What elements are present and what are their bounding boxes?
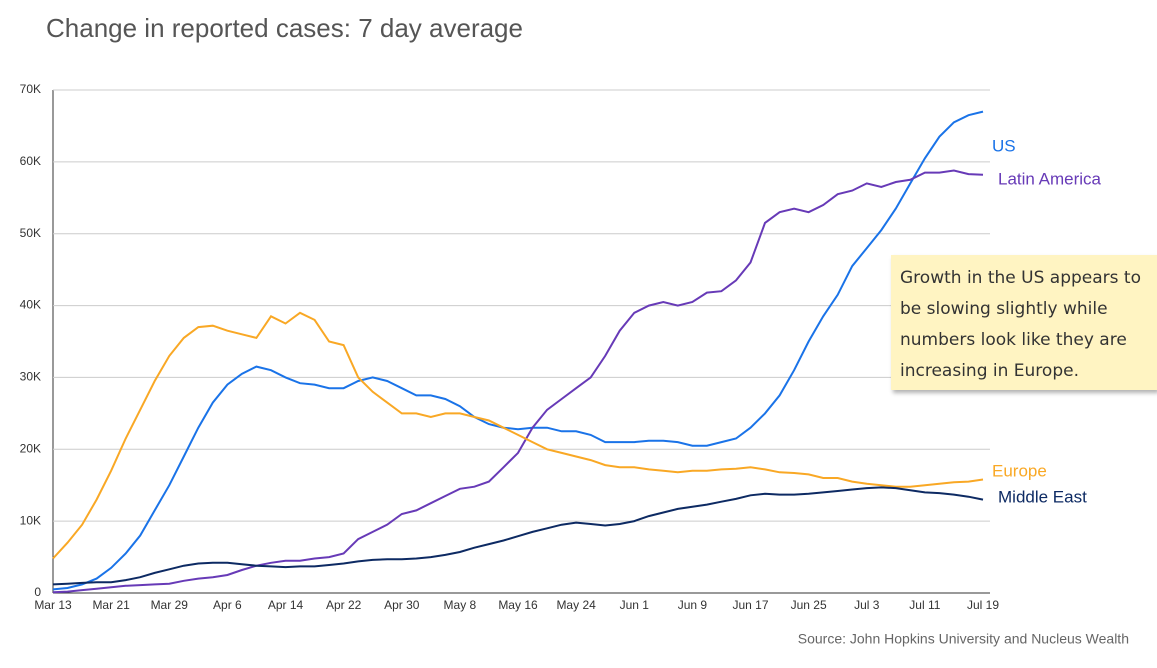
series-line bbox=[52, 311, 984, 560]
series-label: Middle East bbox=[998, 487, 1087, 506]
x-tick-label: Jul 11 bbox=[909, 598, 940, 612]
x-tick-label: Apr 22 bbox=[326, 598, 362, 612]
series-label: US bbox=[992, 136, 1016, 155]
x-tick-label: Mar 13 bbox=[34, 598, 72, 612]
y-tick-label: 10K bbox=[20, 513, 41, 527]
annotation: Growth in the US appears to be slowing s… bbox=[891, 255, 1157, 390]
y-tick-label: 30K bbox=[20, 370, 41, 384]
source: Source: John Hopkins University and Nucl… bbox=[798, 631, 1129, 647]
y-tick-label: 70K bbox=[20, 82, 41, 96]
y-tick-label: 0 bbox=[34, 585, 41, 599]
y-tick-label: 40K bbox=[20, 298, 41, 312]
x-tick-label: May 24 bbox=[556, 598, 596, 612]
series-line bbox=[52, 169, 984, 594]
x-tick-label: Apr 30 bbox=[384, 598, 420, 612]
series-label: Latin America bbox=[998, 169, 1102, 188]
x-tick-label: Jun 17 bbox=[732, 598, 768, 612]
y-tick-label: 60K bbox=[20, 154, 41, 168]
x-tick-label: Mar 21 bbox=[92, 598, 130, 612]
x-tick-label: May 8 bbox=[444, 598, 477, 612]
x-tick-label: Jun 25 bbox=[791, 598, 827, 612]
x-tick-label: Jun 9 bbox=[678, 598, 708, 612]
y-tick-label: 50K bbox=[20, 226, 41, 240]
series-label: Europe bbox=[992, 461, 1047, 480]
x-tick-label: Apr 14 bbox=[268, 598, 304, 612]
series-line bbox=[52, 110, 984, 591]
x-tick-label: Jul 3 bbox=[854, 598, 880, 612]
y-tick-label: 20K bbox=[20, 441, 41, 455]
x-tick-label: Jul 19 bbox=[967, 598, 999, 612]
series-line bbox=[52, 486, 984, 586]
chart-title: Change in reported cases: 7 day average bbox=[46, 13, 523, 43]
x-tick-label: Apr 6 bbox=[213, 598, 242, 612]
x-tick-label: Jun 1 bbox=[620, 598, 650, 612]
x-tick-label: Mar 29 bbox=[151, 598, 189, 612]
x-tick-label: May 16 bbox=[498, 598, 538, 612]
